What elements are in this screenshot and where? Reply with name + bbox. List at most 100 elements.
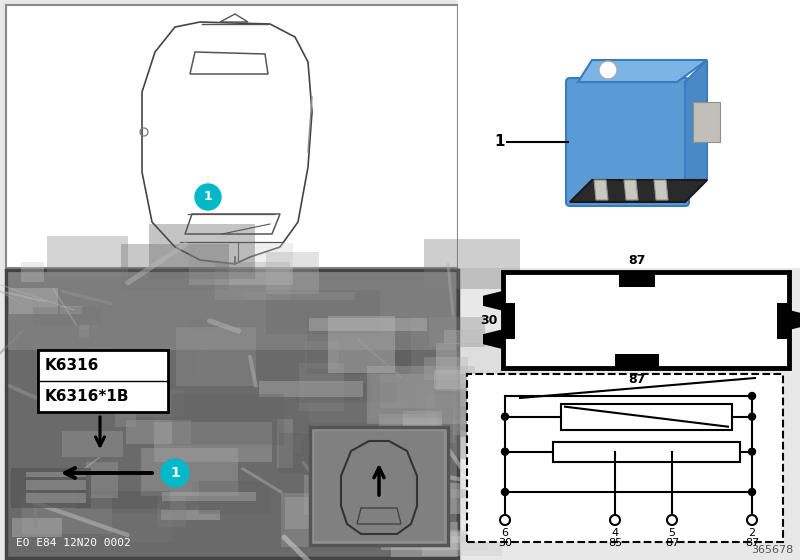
- Bar: [424, 357, 468, 380]
- Text: 30: 30: [498, 538, 512, 548]
- Bar: [310, 427, 448, 545]
- Bar: [376, 441, 403, 501]
- Bar: [244, 292, 355, 300]
- Bar: [259, 380, 363, 397]
- Text: 1: 1: [494, 134, 506, 150]
- Text: 2: 2: [749, 528, 755, 538]
- Text: 85: 85: [608, 538, 622, 548]
- Circle shape: [502, 488, 509, 496]
- Bar: [101, 395, 154, 449]
- Bar: [503, 303, 515, 339]
- Bar: [310, 318, 427, 330]
- Bar: [188, 320, 224, 332]
- Bar: [422, 530, 502, 556]
- Bar: [78, 325, 89, 338]
- Text: 4: 4: [611, 528, 618, 538]
- Bar: [126, 420, 191, 444]
- Bar: [434, 370, 534, 389]
- Bar: [407, 489, 522, 498]
- Circle shape: [599, 61, 617, 79]
- Circle shape: [502, 448, 509, 455]
- Bar: [70, 325, 92, 348]
- Bar: [9, 287, 58, 314]
- Bar: [60, 306, 82, 314]
- Polygon shape: [483, 329, 503, 349]
- Bar: [436, 343, 502, 390]
- Bar: [62, 431, 123, 457]
- Polygon shape: [578, 60, 707, 82]
- Bar: [38, 350, 168, 412]
- Bar: [79, 330, 130, 342]
- Polygon shape: [594, 180, 608, 200]
- Bar: [453, 387, 531, 435]
- Bar: [6, 5, 458, 268]
- Bar: [441, 407, 497, 437]
- Bar: [6, 270, 458, 558]
- Bar: [26, 480, 86, 490]
- Bar: [379, 414, 438, 441]
- Bar: [158, 501, 166, 507]
- Bar: [453, 420, 499, 459]
- Text: 365678: 365678: [750, 545, 793, 555]
- Bar: [26, 493, 86, 503]
- Circle shape: [749, 448, 755, 455]
- Bar: [405, 533, 500, 543]
- Text: 6: 6: [502, 528, 509, 538]
- Bar: [8, 272, 456, 350]
- Bar: [299, 363, 344, 410]
- Circle shape: [667, 515, 677, 525]
- Bar: [11, 468, 91, 508]
- Circle shape: [747, 515, 757, 525]
- Bar: [64, 350, 105, 400]
- Text: 87: 87: [629, 254, 646, 267]
- Bar: [279, 433, 358, 474]
- Bar: [162, 492, 256, 501]
- Circle shape: [749, 488, 755, 496]
- Bar: [619, 272, 655, 287]
- Circle shape: [610, 515, 620, 525]
- Bar: [266, 291, 380, 334]
- Bar: [172, 394, 285, 445]
- Bar: [314, 431, 444, 541]
- Text: 5: 5: [669, 528, 675, 538]
- Text: K6316: K6316: [45, 358, 99, 373]
- Bar: [22, 494, 112, 534]
- Bar: [285, 497, 351, 529]
- Circle shape: [500, 515, 510, 525]
- Text: 87: 87: [745, 538, 759, 548]
- Text: 87: 87: [629, 373, 646, 386]
- Bar: [344, 495, 422, 534]
- Bar: [413, 483, 489, 515]
- Text: EO E84 12N20 0002: EO E84 12N20 0002: [16, 538, 130, 548]
- Bar: [176, 327, 255, 386]
- Text: 87: 87: [665, 538, 679, 548]
- Polygon shape: [624, 180, 638, 200]
- Bar: [403, 411, 442, 442]
- Bar: [458, 0, 800, 268]
- Bar: [370, 374, 486, 418]
- Bar: [115, 389, 184, 417]
- Polygon shape: [483, 291, 503, 311]
- Bar: [192, 482, 230, 493]
- Bar: [195, 349, 214, 376]
- Bar: [369, 485, 408, 525]
- Bar: [149, 224, 254, 279]
- Bar: [444, 330, 510, 344]
- Bar: [157, 494, 186, 528]
- Bar: [199, 480, 270, 514]
- Bar: [310, 402, 409, 422]
- Circle shape: [749, 393, 755, 399]
- Bar: [553, 442, 740, 461]
- Bar: [86, 462, 118, 498]
- Bar: [121, 244, 229, 290]
- Bar: [381, 536, 488, 550]
- Bar: [76, 491, 170, 509]
- FancyBboxPatch shape: [566, 78, 689, 206]
- Bar: [561, 404, 732, 430]
- Bar: [304, 475, 396, 515]
- Bar: [427, 394, 455, 443]
- Circle shape: [161, 459, 189, 487]
- Bar: [467, 374, 783, 542]
- Bar: [296, 383, 397, 403]
- Bar: [266, 251, 319, 293]
